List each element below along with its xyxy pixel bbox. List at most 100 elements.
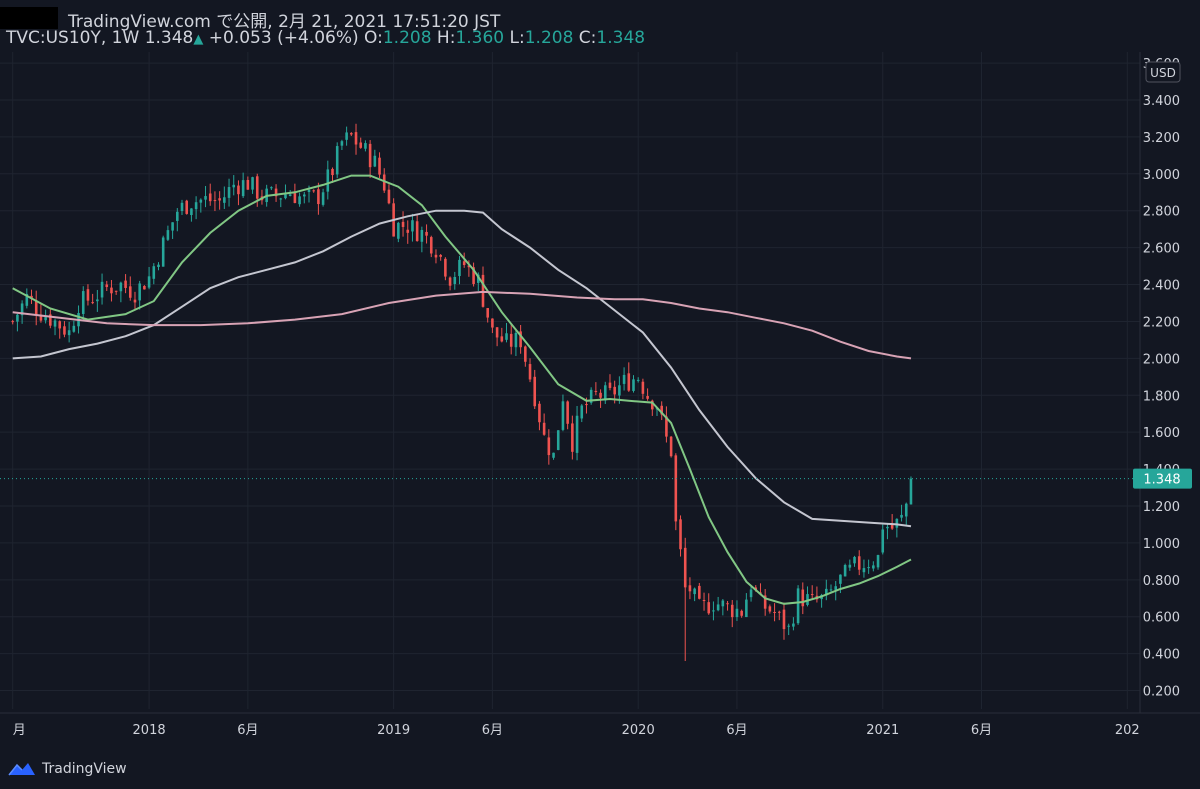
candle-body: [538, 403, 541, 423]
candle-body: [180, 202, 184, 212]
candle-body: [777, 611, 781, 613]
up-triangle-icon: ▲: [193, 32, 204, 47]
candle-body: [138, 283, 141, 301]
candle-body: [152, 266, 156, 279]
candle-body: [556, 430, 560, 450]
x-tick-label: 2021: [866, 723, 899, 738]
candle-body: [683, 547, 687, 588]
candle-body: [829, 589, 833, 591]
candle-body: [364, 143, 367, 149]
candle-body: [698, 585, 701, 599]
candle-body: [335, 146, 339, 175]
candle-body: [575, 415, 579, 453]
candle-body: [542, 422, 546, 435]
last-price-badge: [1133, 468, 1192, 489]
candle-body: [368, 143, 372, 168]
candle-body: [763, 595, 767, 609]
candle-body: [721, 600, 725, 607]
y-tick-label: 3.400: [1143, 94, 1180, 109]
low-label: L:: [509, 28, 525, 48]
candle-body: [825, 588, 828, 596]
candle-body: [495, 327, 499, 338]
candle-body: [25, 293, 29, 306]
candle-body: [293, 193, 297, 203]
candle-body: [39, 314, 43, 321]
close-label: C:: [578, 28, 597, 48]
candle-body: [476, 274, 480, 283]
candle-body: [241, 180, 245, 197]
candle-body: [331, 168, 334, 176]
candle-body: [406, 229, 410, 233]
price-change: +0.053 (+4.06%): [208, 28, 359, 48]
y-tick-label: 2.000: [1143, 352, 1180, 367]
candle-body: [881, 529, 885, 553]
publish-info: TradingView.com で公開, 2月 21, 2021 17:51:2…: [68, 12, 501, 32]
candle-body: [81, 291, 85, 314]
x-tick-label: 6月: [726, 723, 747, 738]
candle-body: [274, 188, 278, 197]
candle-body: [340, 141, 344, 146]
candle-body: [561, 401, 565, 430]
x-tick-label: 2020: [622, 723, 655, 738]
candle-body: [302, 194, 306, 197]
candle-body: [712, 610, 715, 612]
candle-body: [345, 132, 348, 140]
candle-body: [613, 386, 616, 395]
candle-body: [288, 194, 292, 196]
candle-body: [237, 185, 240, 195]
tradingview-logo-icon: [8, 763, 35, 776]
candle-body: [876, 555, 880, 568]
candle-body: [848, 564, 852, 568]
chart-header: TradingView.com で公開, 2月 21, 2021 17:51:2…: [0, 0, 1200, 52]
candle-body: [284, 194, 287, 199]
candle-body: [904, 503, 908, 517]
candle-body: [547, 437, 551, 456]
candle-body: [147, 276, 151, 288]
candle-body: [119, 282, 123, 292]
candle-body: [34, 301, 38, 315]
candle-body: [232, 184, 236, 188]
candle-body: [603, 385, 607, 401]
candle-body: [528, 364, 532, 380]
ohlc-legend: TVC:US10Y, 1W 1.348▲ +0.053 (+4.06%) O:1…: [6, 28, 645, 48]
y-tick-label: 2.600: [1143, 242, 1180, 257]
candle-body: [16, 314, 19, 322]
candle-body: [453, 277, 457, 284]
candle-body: [768, 606, 772, 612]
candle-body: [669, 436, 673, 457]
y-tick-label: 0.200: [1143, 685, 1180, 700]
candle-body: [223, 197, 226, 203]
candle-body: [853, 556, 856, 564]
candle-body: [279, 198, 283, 200]
redacted-user-avatar: [0, 7, 58, 29]
candle-body: [30, 295, 33, 299]
candle-body: [373, 155, 377, 167]
candle-body: [467, 265, 471, 268]
candle-body: [157, 264, 160, 268]
candle-body: [246, 179, 250, 190]
candle-body: [505, 333, 508, 340]
candle-body: [533, 376, 537, 407]
candle-body: [67, 330, 71, 336]
x-tick-label: 2018: [133, 723, 166, 738]
candle-body: [270, 187, 273, 189]
candle-body: [434, 254, 438, 258]
candle-body: [20, 303, 24, 316]
candle-body: [632, 379, 635, 391]
candle-body: [571, 423, 574, 452]
candle-body: [679, 519, 682, 550]
candle-body: [810, 594, 814, 596]
candle-body: [735, 608, 739, 618]
candle-body: [862, 568, 866, 573]
candle-body: [730, 604, 734, 618]
candle-body: [491, 318, 494, 328]
candle-body: [208, 193, 212, 202]
candle-body: [500, 336, 504, 342]
candle-body: [519, 331, 522, 348]
candle-body: [397, 222, 400, 239]
candle-body: [444, 258, 447, 277]
candle-body: [872, 565, 875, 569]
candle-body: [91, 302, 94, 304]
last-price: 1.348: [144, 28, 194, 48]
